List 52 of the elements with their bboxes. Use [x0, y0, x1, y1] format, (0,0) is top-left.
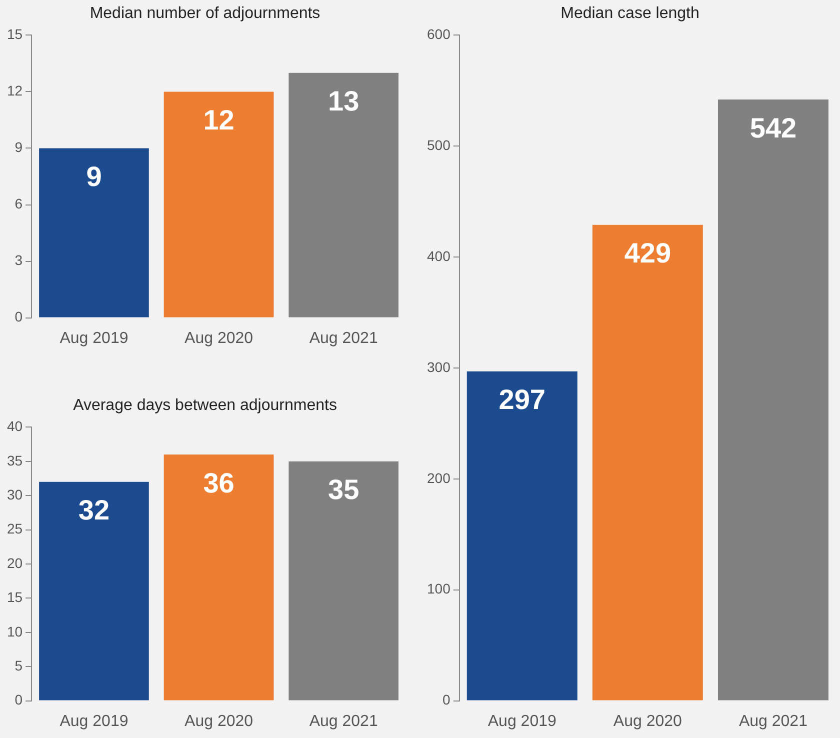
chart-title: Median number of adjournments	[90, 5, 320, 22]
bar	[164, 454, 274, 700]
y-tick-label: 600	[427, 26, 451, 42]
bar	[288, 72, 399, 318]
y-tick-label: 30	[6, 486, 23, 502]
y-tick-label: 35	[6, 452, 23, 468]
y-tick-label: 40	[6, 418, 23, 434]
y-tick-label: 15	[6, 26, 23, 42]
y-tick-label: 6	[14, 196, 23, 212]
bar	[718, 100, 828, 700]
x-tick-label: Aug 2020	[184, 330, 254, 347]
y-tick-label: 15	[6, 589, 23, 606]
data-label: 542	[750, 112, 797, 144]
data-label: 35	[328, 474, 360, 506]
y-tick-label: 100	[427, 580, 451, 597]
bar	[592, 224, 703, 700]
y-tick-label: 0	[14, 308, 23, 325]
x-tick-label: Aug 2019	[60, 712, 128, 730]
x-tick-label: Aug 2021	[309, 712, 378, 730]
data-label: 12	[203, 104, 234, 136]
bar	[164, 92, 274, 318]
y-tick-label: 5	[14, 657, 23, 674]
x-tick-label: Aug 2020	[613, 712, 682, 730]
y-tick-label: 25	[6, 520, 23, 537]
x-tick-label: Aug 2020	[184, 712, 254, 730]
y-tick-label: 0	[14, 692, 23, 708]
chart-title: Average days between adjournments	[73, 397, 337, 414]
y-tick-label: 0	[442, 692, 451, 708]
y-tick-label: 400	[427, 248, 451, 264]
y-tick-label: 500	[427, 136, 451, 153]
data-label: 13	[328, 86, 360, 117]
chart-title: Median case length	[560, 5, 700, 22]
x-tick-label: Aug 2019	[488, 712, 556, 730]
bar	[288, 461, 399, 700]
y-tick-label: 10	[6, 623, 23, 640]
y-tick-label: 12	[6, 82, 23, 99]
data-label: 297	[498, 384, 546, 416]
data-label: 429	[624, 238, 672, 269]
data-label: 32	[78, 494, 110, 526]
bar	[39, 148, 149, 318]
y-tick-label: 300	[427, 358, 451, 375]
y-tick-label: 9	[14, 139, 23, 156]
y-tick-label: 200	[427, 470, 451, 486]
x-tick-label: Aug 2019	[60, 330, 128, 347]
y-tick-label: 3	[14, 252, 23, 268]
bar	[39, 482, 149, 700]
bar	[466, 371, 578, 700]
data-label: 9	[86, 160, 102, 192]
data-label: 36	[203, 467, 234, 498]
y-tick-label: 20	[6, 554, 23, 571]
x-tick-label: Aug 2021	[309, 330, 378, 347]
x-tick-label: Aug 2021	[738, 712, 808, 730]
